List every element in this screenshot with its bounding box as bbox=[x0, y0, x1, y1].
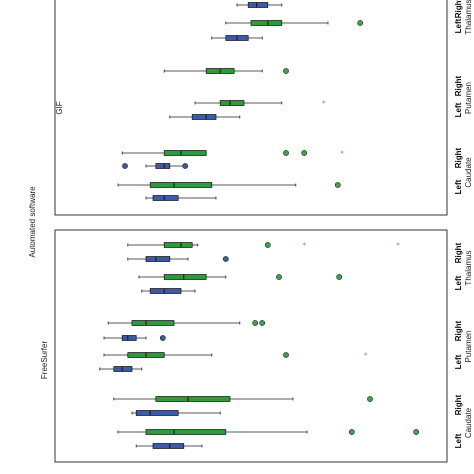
panel-border bbox=[54, 0, 448, 216]
box-iqr bbox=[250, 20, 283, 26]
box bbox=[117, 182, 341, 188]
region-label: Caudate bbox=[464, 407, 473, 438]
box-iqr bbox=[163, 274, 207, 280]
side-label: Right bbox=[454, 0, 463, 18]
extreme-star: * bbox=[396, 242, 400, 250]
box-iqr bbox=[247, 2, 269, 8]
side-label: Left bbox=[454, 102, 463, 117]
region-label: Caudate bbox=[464, 157, 473, 188]
box-iqr bbox=[155, 396, 231, 402]
box bbox=[107, 320, 266, 326]
box-iqr bbox=[219, 100, 245, 106]
outlier-point bbox=[159, 335, 166, 341]
panel-label: FreeSurfer bbox=[40, 341, 49, 380]
box bbox=[141, 288, 196, 294]
outlier-point bbox=[413, 429, 420, 435]
outlier-point bbox=[336, 274, 343, 280]
side-label: Left bbox=[454, 18, 463, 33]
extreme-star: * bbox=[302, 242, 306, 250]
extreme-star: * bbox=[364, 352, 368, 360]
outlier-point bbox=[334, 182, 341, 188]
side-label: Left bbox=[454, 433, 463, 448]
outlier-point bbox=[348, 429, 355, 435]
box bbox=[135, 443, 203, 449]
box bbox=[236, 2, 283, 8]
box bbox=[131, 410, 221, 416]
box-iqr bbox=[152, 195, 179, 201]
box-iqr bbox=[155, 163, 171, 169]
box-iqr bbox=[152, 443, 185, 449]
box-iqr bbox=[121, 335, 137, 341]
side-label: Right bbox=[454, 394, 463, 415]
region-label: Thalamus bbox=[464, 250, 473, 285]
region-label: Thalamus bbox=[464, 0, 473, 35]
box bbox=[138, 274, 343, 280]
box-iqr bbox=[131, 320, 175, 326]
box bbox=[122, 163, 189, 169]
box: * * bbox=[127, 242, 400, 250]
box bbox=[145, 195, 217, 201]
region-caudate: Right Left Caudate * bbox=[117, 147, 473, 201]
side-label: Left bbox=[454, 275, 463, 290]
outlier-point bbox=[264, 242, 271, 248]
side-label: Right bbox=[454, 75, 463, 96]
outlier-point bbox=[222, 256, 229, 262]
outlier-point bbox=[283, 68, 289, 74]
box-iqr bbox=[145, 429, 227, 435]
region-label: Putamen bbox=[464, 82, 473, 114]
box-iqr bbox=[191, 114, 217, 120]
box-iqr bbox=[149, 182, 213, 188]
region-putamen: Right Left Putamen * bbox=[163, 68, 473, 120]
panel-label: GIF bbox=[55, 101, 64, 114]
outlier-point bbox=[301, 150, 308, 156]
outer-label: Automated software bbox=[28, 186, 37, 258]
box-iqr bbox=[163, 150, 207, 156]
panel-border bbox=[54, 229, 448, 463]
box-iqr bbox=[135, 410, 179, 416]
outlier-point bbox=[182, 163, 189, 169]
box bbox=[117, 429, 420, 435]
outlier-point bbox=[367, 396, 373, 402]
outlier-point bbox=[357, 20, 364, 26]
outlier-point bbox=[283, 150, 289, 156]
box bbox=[103, 335, 166, 341]
box bbox=[169, 114, 241, 120]
outlier-point bbox=[276, 274, 282, 280]
region-putamen: Right Left Putamen * bbox=[99, 320, 473, 372]
side-label: Right bbox=[454, 242, 463, 263]
box bbox=[127, 256, 229, 262]
extreme-star: * bbox=[322, 100, 326, 108]
outlier-point bbox=[252, 320, 259, 326]
box-iqr bbox=[149, 288, 182, 294]
box bbox=[225, 20, 364, 26]
side-label: Left bbox=[454, 179, 463, 194]
box-iqr bbox=[145, 256, 171, 262]
side-label: Left bbox=[454, 354, 463, 369]
box-iqr bbox=[163, 242, 193, 248]
outlier-point bbox=[122, 163, 128, 169]
extreme-star: * bbox=[340, 150, 344, 158]
region-label: Putamen bbox=[464, 330, 473, 362]
outlier-point bbox=[259, 320, 266, 326]
box bbox=[211, 35, 263, 41]
box: * bbox=[194, 100, 326, 108]
outlier-point bbox=[283, 352, 289, 358]
box-iqr bbox=[113, 366, 133, 372]
side-label: Right bbox=[454, 320, 463, 341]
box: * bbox=[121, 150, 344, 158]
box bbox=[163, 68, 289, 74]
box: * bbox=[103, 352, 368, 360]
box bbox=[99, 366, 143, 372]
box bbox=[113, 396, 373, 402]
side-label: Right bbox=[454, 147, 463, 168]
